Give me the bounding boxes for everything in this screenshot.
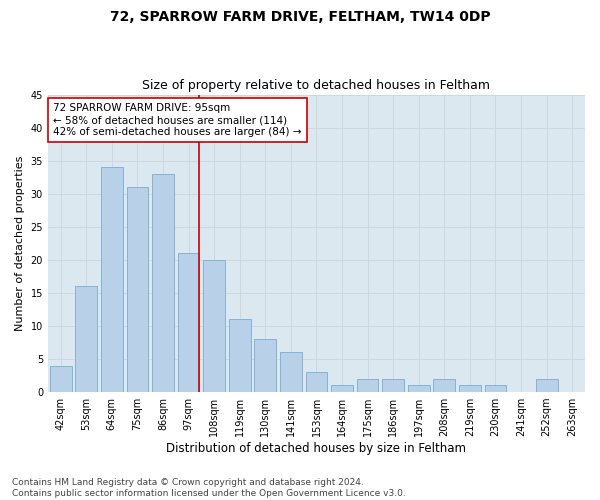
Bar (152, 174, 174, 392)
Bar (485, 386, 506, 392)
Bar (408, 386, 430, 392)
Bar (76, 286, 97, 392)
Bar (101, 168, 123, 392)
Text: 72 SPARROW FARM DRIVE: 95sqm
← 58% of detached houses are smaller (114)
42% of s: 72 SPARROW FARM DRIVE: 95sqm ← 58% of de… (53, 104, 302, 136)
Y-axis label: Number of detached properties: Number of detached properties (15, 156, 25, 331)
Bar (280, 352, 302, 392)
Bar (357, 379, 379, 392)
Title: Size of property relative to detached houses in Feltham: Size of property relative to detached ho… (142, 79, 490, 92)
Bar (229, 320, 251, 392)
Bar (305, 372, 328, 392)
Bar (536, 379, 557, 392)
Bar (178, 253, 199, 392)
Bar (254, 339, 276, 392)
X-axis label: Distribution of detached houses by size in Feltham: Distribution of detached houses by size … (166, 442, 466, 455)
Bar (382, 379, 404, 392)
Bar (203, 260, 225, 392)
Bar (127, 187, 148, 392)
Bar (459, 386, 481, 392)
Bar (50, 366, 71, 392)
Text: 72, SPARROW FARM DRIVE, FELTHAM, TW14 0DP: 72, SPARROW FARM DRIVE, FELTHAM, TW14 0D… (110, 10, 490, 24)
Text: Contains HM Land Registry data © Crown copyright and database right 2024.
Contai: Contains HM Land Registry data © Crown c… (12, 478, 406, 498)
Bar (433, 379, 455, 392)
Bar (331, 386, 353, 392)
